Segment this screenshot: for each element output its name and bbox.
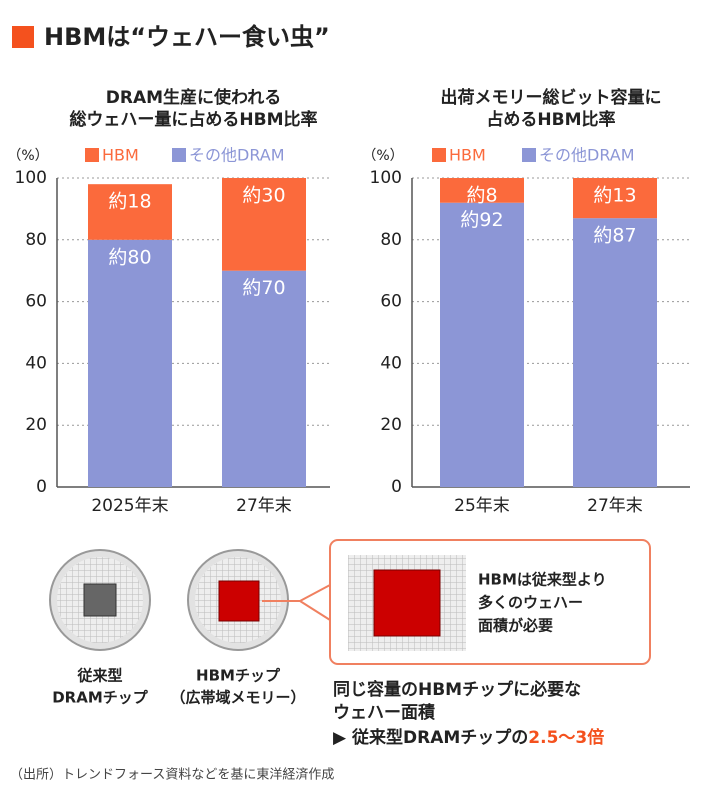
chart-title: 占めるHBM比率 xyxy=(486,109,615,130)
value-label: 約8 xyxy=(466,185,497,207)
x-tick-label: 2025年末 xyxy=(91,496,168,516)
x-tick-label: 27年末 xyxy=(236,496,292,516)
hbm-chip-large xyxy=(373,569,441,637)
y-tick-label: 20 xyxy=(380,415,402,435)
value-label: 約87 xyxy=(593,225,636,247)
y-tick-label: 80 xyxy=(380,230,402,250)
chip-label: （広帯域メモリー） xyxy=(170,689,305,707)
legend-label: HBM xyxy=(102,146,139,165)
x-tick-label: 27年末 xyxy=(587,496,643,516)
y-tick-label: 0 xyxy=(391,477,402,497)
callout-text: 面積が必要 xyxy=(478,617,553,635)
header-title: HBMは“ウェハー食い虫” xyxy=(44,23,330,51)
bar-segment xyxy=(573,218,657,488)
y-tick-label: 100 xyxy=(15,168,47,188)
callout-text: HBMは従来型より xyxy=(478,571,607,589)
chip-label: DRAMチップ xyxy=(52,689,149,707)
caption: ウェハー面積 xyxy=(333,702,436,723)
x-tick-label: 25年末 xyxy=(454,496,510,516)
emphasis: ▶ 従来型DRAMチップの xyxy=(333,727,528,748)
chart-title: 出荷メモリー総ビット容量に xyxy=(441,87,662,108)
bar-segment xyxy=(222,270,306,487)
caption: 同じ容量のHBMチップに必要な xyxy=(333,679,581,700)
value-label: 約30 xyxy=(242,185,285,207)
value-label: 約80 xyxy=(108,246,151,268)
bar-segment xyxy=(88,184,172,240)
bar-segment xyxy=(573,178,657,219)
chart-title: DRAM生産に使われる xyxy=(106,87,281,108)
y-tick-label: 60 xyxy=(380,292,402,312)
chip-label: 従来型 xyxy=(76,667,122,685)
legend-swatch xyxy=(172,148,186,162)
y-tick-label: 0 xyxy=(36,477,47,497)
diagram: HBMは従来型より 多くのウェハー 面積が必要 従来型 DRAMチップ HBMチ… xyxy=(49,539,651,748)
dram-chip xyxy=(83,583,117,617)
y-tick-label: 60 xyxy=(25,292,47,312)
value-label: 約13 xyxy=(593,185,636,207)
bar-segment xyxy=(88,239,172,487)
y-tick-label: 80 xyxy=(25,230,47,250)
value-label: 約70 xyxy=(242,277,285,299)
legend-swatch xyxy=(522,148,536,162)
y-tick-label: 40 xyxy=(380,353,402,373)
y-unit: （%） xyxy=(7,148,48,164)
source: （出所）トレンドフォース資料などを基に東洋経済作成 xyxy=(10,767,334,783)
legend-swatch xyxy=(432,148,446,162)
y-tick-label: 100 xyxy=(370,168,402,188)
header-icon xyxy=(12,26,34,48)
y-tick-label: 20 xyxy=(25,415,47,435)
value-label: 約18 xyxy=(108,191,151,213)
bar-segment xyxy=(440,202,524,487)
ratio: 2.5〜3倍 xyxy=(528,727,604,748)
bar-segment xyxy=(440,178,524,203)
value-label: 約92 xyxy=(460,209,503,231)
legend-swatch xyxy=(85,148,99,162)
caption-emphasis: ▶ 従来型DRAMチップの2.5〜3倍 xyxy=(333,727,604,748)
callout-text: 多くのウェハー xyxy=(478,594,583,612)
chart-title: 総ウェハー量に占めるHBM比率 xyxy=(69,109,317,130)
y-tick-label: 40 xyxy=(25,353,47,373)
hbm-chip xyxy=(218,580,260,622)
y-unit: （%） xyxy=(362,148,403,164)
legend-label: HBM xyxy=(449,146,486,165)
legend-label: その他DRAM xyxy=(189,146,285,165)
callout-pointer xyxy=(262,584,331,621)
chip-label: HBMチップ xyxy=(196,667,281,685)
bar-segment xyxy=(222,178,306,271)
legend-label: その他DRAM xyxy=(539,146,635,165)
